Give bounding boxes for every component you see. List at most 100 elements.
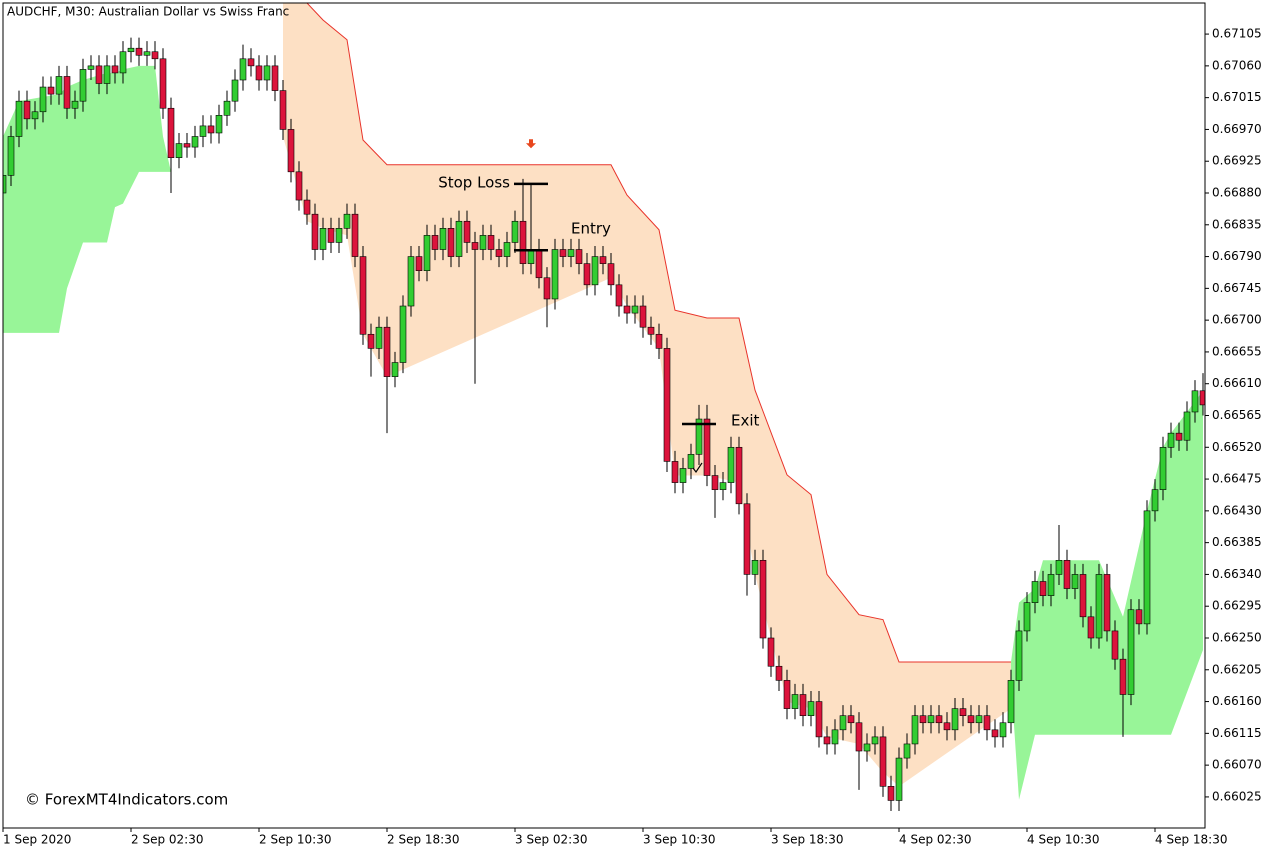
- candle-body: [1039, 581, 1047, 596]
- candle-body: [1191, 390, 1199, 413]
- candle-body: [351, 213, 359, 257]
- signal-arrow: [526, 139, 536, 149]
- y-tick-label: 0.67060: [1212, 58, 1262, 72]
- candle-body: [911, 715, 919, 745]
- candle-body: [655, 333, 663, 349]
- candle-body: [575, 249, 583, 264]
- y-tick-label: 0.66520: [1212, 440, 1262, 454]
- candle-body: [591, 256, 599, 286]
- candle-body: [431, 235, 439, 250]
- candle-body: [1055, 559, 1063, 575]
- candle-body: [807, 701, 815, 716]
- candle-body: [423, 235, 431, 272]
- candle-body: [335, 228, 343, 243]
- candle-body: [167, 107, 175, 158]
- candle-body: [463, 220, 471, 243]
- candle-body: [1151, 489, 1159, 512]
- candle-body: [439, 228, 447, 250]
- candle-body: [503, 242, 511, 257]
- candle-body: [1015, 630, 1023, 681]
- candle-body: [967, 715, 975, 724]
- y-tick-label: 0.66385: [1212, 535, 1262, 549]
- candle-body: [87, 65, 95, 70]
- candle-body: [783, 680, 791, 709]
- candle-body: [151, 51, 159, 60]
- candle-body: [919, 715, 927, 724]
- candle-body: [871, 736, 879, 745]
- candle-body: [255, 65, 263, 81]
- x-tick-label: 1 Sep 2020: [3, 833, 71, 847]
- candle-body: [47, 86, 55, 95]
- chart-title: AUDCHF, M30: Australian Dollar vs Swiss …: [7, 5, 289, 19]
- stop-line: [283, 3, 1011, 663]
- x-tick-label: 3 Sep 02:30: [515, 833, 587, 847]
- candle-body: [839, 715, 847, 731]
- candle-body: [263, 65, 271, 81]
- candle-body: [951, 708, 959, 731]
- candle-body: [1047, 574, 1055, 596]
- candle-body: [823, 736, 831, 745]
- candle-body: [367, 333, 375, 349]
- y-tick-label: 0.66790: [1212, 249, 1262, 263]
- candle-body: [703, 418, 711, 476]
- candle-body: [559, 249, 567, 257]
- candle-body: [303, 199, 311, 215]
- candle-body: [127, 47, 135, 53]
- candle-body: [1087, 616, 1095, 639]
- candle-body: [511, 220, 519, 243]
- candle-body: [183, 143, 191, 148]
- candle-body: [815, 701, 823, 738]
- candle-body: [1183, 411, 1191, 441]
- y-tick-label: 0.66340: [1212, 567, 1262, 581]
- candle-body: [615, 284, 623, 307]
- candle-body: [647, 326, 655, 335]
- candle-body: [1071, 574, 1079, 589]
- y-tick-label: 0.66430: [1212, 503, 1262, 517]
- annotation: Entry: [571, 220, 611, 238]
- candle-body: [759, 559, 767, 639]
- candle-body: [103, 65, 111, 84]
- candle-body: [399, 305, 407, 363]
- candle-body: [567, 249, 575, 257]
- candle-body: [391, 362, 399, 377]
- candle-body: [311, 213, 319, 250]
- candle-body: [527, 249, 535, 264]
- y-tick-label: 0.66700: [1212, 313, 1262, 327]
- candle-body: [159, 58, 167, 109]
- candle-body: [895, 757, 903, 801]
- candle-body: [743, 503, 751, 575]
- x-tick-label: 2 Sep 02:30: [131, 833, 203, 847]
- candle-body: [719, 482, 727, 490]
- candle-body: [375, 326, 383, 349]
- candle-body: [879, 736, 887, 787]
- x-tick-label: 3 Sep 18:30: [771, 833, 843, 847]
- candle-body: [479, 235, 487, 250]
- candle-body: [39, 86, 47, 113]
- candle-body: [239, 58, 247, 81]
- candle-body: [447, 228, 455, 257]
- candle-body: [975, 715, 983, 724]
- candle-body: [1111, 630, 1119, 660]
- candle-body: [639, 305, 647, 328]
- candle-body: [63, 76, 71, 109]
- candle-body: [583, 263, 591, 286]
- candle-body: [199, 125, 207, 137]
- candle-body: [1119, 658, 1127, 695]
- candle-body: [7, 136, 15, 176]
- candle-body: [359, 256, 367, 335]
- candle-body: [71, 100, 79, 109]
- candle-body: [3, 175, 7, 194]
- y-tick-label: 0.66295: [1212, 599, 1262, 613]
- candle-body: [95, 65, 103, 84]
- annotation: Exit: [731, 411, 760, 429]
- candle-body: [847, 715, 855, 724]
- x-tick-label: 4 Sep 10:30: [1027, 833, 1099, 847]
- candle-body: [991, 729, 999, 738]
- candle-body: [607, 263, 615, 286]
- y-tick-label: 0.66925: [1212, 154, 1262, 168]
- candle-body: [223, 100, 231, 116]
- candle-body: [319, 228, 327, 250]
- x-tick-label: 3 Sep 10:30: [643, 833, 715, 847]
- candle-body: [1023, 602, 1031, 632]
